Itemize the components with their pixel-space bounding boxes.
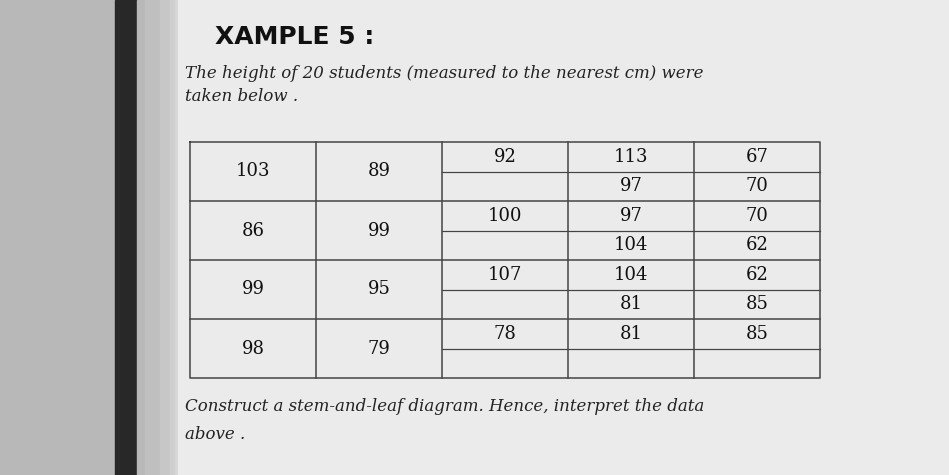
Text: 104: 104: [614, 266, 648, 284]
Bar: [170, 0, 175, 475]
Text: 107: 107: [488, 266, 522, 284]
Text: 97: 97: [620, 207, 642, 225]
Text: 81: 81: [620, 325, 642, 343]
Text: 100: 100: [488, 207, 522, 225]
Text: Construct a stem-and-leaf diagram. Hence, interpret the data: Construct a stem-and-leaf diagram. Hence…: [185, 398, 704, 415]
Bar: [175, 0, 178, 475]
Text: 70: 70: [746, 207, 769, 225]
Text: taken below .: taken below .: [185, 88, 298, 105]
Text: 62: 62: [746, 266, 769, 284]
Text: 99: 99: [367, 221, 390, 239]
Text: 113: 113: [614, 148, 648, 166]
Text: 81: 81: [620, 295, 642, 313]
Text: 95: 95: [367, 281, 390, 298]
Text: 89: 89: [367, 162, 390, 180]
Text: 98: 98: [241, 340, 265, 358]
Text: 78: 78: [493, 325, 516, 343]
Bar: [178, 0, 180, 475]
Bar: [178, 0, 949, 475]
Text: above .: above .: [185, 426, 245, 443]
Text: 85: 85: [746, 325, 769, 343]
Text: XAMPLE 5 :: XAMPLE 5 :: [215, 25, 374, 49]
Bar: [160, 0, 170, 475]
Text: 104: 104: [614, 236, 648, 254]
Text: 86: 86: [241, 221, 265, 239]
Text: 97: 97: [620, 177, 642, 195]
Text: 103: 103: [235, 162, 270, 180]
Bar: [145, 0, 160, 475]
Bar: [0, 0, 120, 475]
Text: 62: 62: [746, 236, 769, 254]
Text: 67: 67: [746, 148, 769, 166]
Bar: [115, 0, 137, 475]
Bar: [120, 0, 949, 475]
Bar: [137, 0, 145, 475]
Text: 92: 92: [493, 148, 516, 166]
Text: 85: 85: [746, 295, 769, 313]
Text: 79: 79: [367, 340, 390, 358]
Text: 70: 70: [746, 177, 769, 195]
Text: The height of 20 students (measured to the nearest cm) were: The height of 20 students (measured to t…: [185, 65, 703, 82]
Text: 99: 99: [241, 281, 265, 298]
